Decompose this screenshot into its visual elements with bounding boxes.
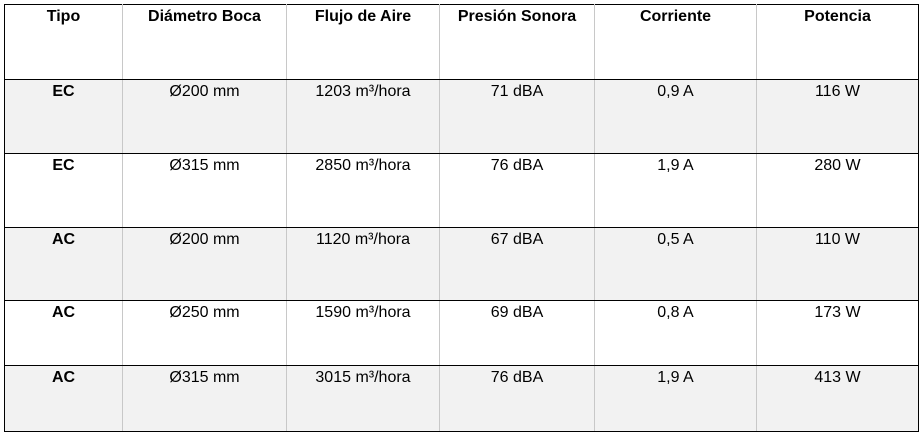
header-cell: Diámetro Boca <box>122 4 287 80</box>
table-cell: Ø200 mm <box>122 79 287 154</box>
table-cell: 0,8 A <box>594 300 757 366</box>
table-cell: 0,5 A <box>594 227 757 301</box>
table-cell: 0,9 A <box>594 79 757 154</box>
table-cell: 71 dBA <box>439 79 595 154</box>
table-cell: 3015 m³/hora <box>286 365 440 432</box>
table-cell: 2850 m³/hora <box>286 153 440 228</box>
table-cell: Ø200 mm <box>122 227 287 301</box>
table-row: EC Ø200 mm 1203 m³/hora 71 dBA 0,9 A 116 W <box>4 79 919 154</box>
table-cell: 1,9 A <box>594 365 757 432</box>
table-cell: EC <box>4 153 123 228</box>
header-cell: Potencia <box>756 4 919 80</box>
table-cell: 1203 m³/hora <box>286 79 440 154</box>
table-cell: 116 W <box>756 79 919 154</box>
table-cell: Ø315 mm <box>122 365 287 432</box>
table-row: AC Ø250 mm 1590 m³/hora 69 dBA 0,8 A 173 W <box>4 300 919 366</box>
data-table: Tipo Diámetro Boca Flujo de Aire Presión So… <box>4 4 919 432</box>
table-row: AC Ø315 mm 3015 m³/hora 76 dBA 1,9 A 413 W <box>4 365 919 432</box>
table-cell: EC <box>4 79 123 154</box>
table-cell: 76 dBA <box>439 153 595 228</box>
table-cell: Ø250 mm <box>122 300 287 366</box>
header-cell: Tipo <box>4 4 123 80</box>
table-cell: AC <box>4 300 123 366</box>
table-cell: 76 dBA <box>439 365 595 432</box>
table-container: Tipo Diámetro Boca Flujo de Aire Presión So… <box>4 4 919 432</box>
table-cell: 280 W <box>756 153 919 228</box>
table-cell: 67 dBA <box>439 227 595 301</box>
table-cell: 173 W <box>756 300 919 366</box>
table-cell: 1120 m³/hora <box>286 227 440 301</box>
table-row: AC Ø200 mm 1120 m³/hora 67 dBA 0,5 A 110 W <box>4 227 919 301</box>
header-cell: Corriente <box>594 4 757 80</box>
table-cell: Ø315 mm <box>122 153 287 228</box>
table-cell: 413 W <box>756 365 919 432</box>
table-cell: AC <box>4 365 123 432</box>
table-cell: 1590 m³/hora <box>286 300 440 366</box>
table-cell: 110 W <box>756 227 919 301</box>
table-cell: AC <box>4 227 123 301</box>
header-cell: Flujo de Aire <box>286 4 440 80</box>
table-cell: 69 dBA <box>439 300 595 366</box>
table-row: EC Ø315 mm 2850 m³/hora 76 dBA 1,9 A 280 W <box>4 153 919 228</box>
header-row: Tipo Diámetro Boca Flujo de Aire Presión So… <box>4 4 919 80</box>
header-cell: Presión Sonora <box>439 4 595 80</box>
table-cell: 1,9 A <box>594 153 757 228</box>
